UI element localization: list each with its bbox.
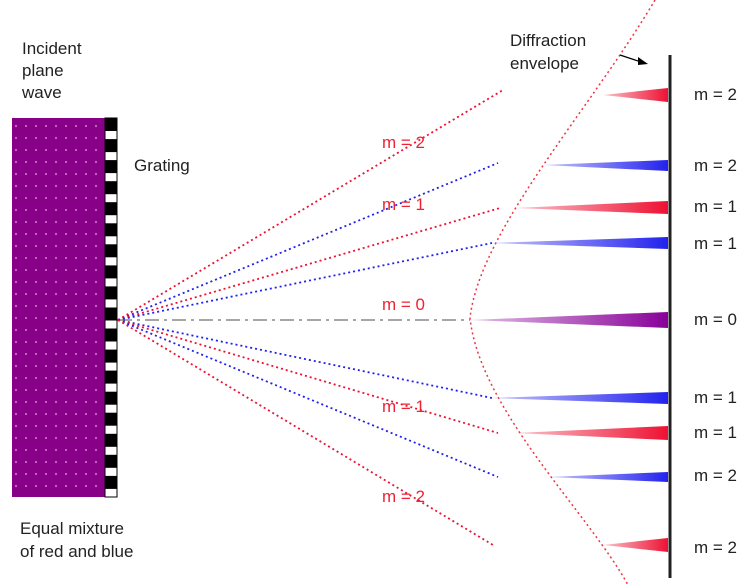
ray-label-lower-m1: m = 1 (382, 397, 425, 416)
grating-slat (105, 454, 117, 468)
ray-red-lower-m1 (117, 319, 499, 434)
ray-red-lower-m2 (117, 319, 494, 546)
diffraction-envelope-curve (469, 0, 656, 585)
ray-red-upper-m1 (117, 207, 501, 321)
ray-label-center-m0: m = 0 (382, 295, 425, 314)
screen-label-blue-upper-m2: m = 2 (694, 156, 737, 175)
wedge-blue-lower-m2 (548, 472, 668, 482)
grating-slat (105, 265, 117, 279)
grating-slat (105, 391, 117, 405)
wedge-red-lower-m1 (515, 426, 668, 440)
wedge-purple-m0 (470, 312, 668, 328)
screen-label-red-lower-m2: m = 2 (694, 538, 737, 557)
incident-label-line1: Incident (22, 39, 82, 58)
screen-label-red-lower-m1: m = 1 (694, 423, 737, 442)
grating-slat (105, 475, 117, 489)
grating-slat (105, 202, 117, 216)
grating-slat (105, 286, 117, 300)
wedge-red-upper-m1 (515, 201, 668, 214)
envelope-pointer-arrow (619, 54, 648, 65)
incident-label-line3: wave (22, 83, 62, 102)
grating-slat (105, 181, 117, 195)
grating (104, 117, 118, 498)
envelope-label-line1: Diffraction (510, 31, 587, 50)
grating-slat (105, 328, 117, 342)
ray-blue-upper-m2 (117, 162, 499, 321)
screen-label-red-upper-m2: m = 2 (694, 85, 737, 104)
screen-label-red-upper-m1: m = 1 (694, 197, 737, 216)
screen-label-blue-upper-m1: m = 1 (694, 234, 737, 253)
grating-slat (105, 412, 117, 426)
ray-label-lower-m2: m = 2 (382, 487, 425, 506)
screen-label-m0: m = 0 (694, 310, 737, 329)
wedge-blue-upper-m2 (543, 160, 668, 171)
grating-slat (105, 160, 117, 174)
grating-slat (105, 244, 117, 258)
wedge-blue-lower-m1 (490, 392, 668, 404)
screen-label-blue-lower-m1: m = 1 (694, 388, 737, 407)
mixture-label-line1: Equal mixture (20, 519, 124, 538)
grating-slat (105, 118, 117, 131)
grating-slat (105, 349, 117, 363)
grating-slat (105, 139, 117, 153)
ray-red-upper-m2 (117, 89, 504, 321)
wedge-red-lower-m2 (603, 538, 668, 552)
envelope-label-line2: envelope (510, 54, 580, 73)
incident-wave-dots (12, 118, 105, 497)
wedge-red-upper-m2 (603, 88, 668, 102)
ray-label-upper-m1: m = 1 (382, 195, 425, 214)
grating-label: Grating (134, 156, 190, 175)
grating-slat (105, 307, 117, 321)
wedge-blue-upper-m1 (490, 237, 668, 249)
ray-label-upper-m2: m = 2 (382, 133, 425, 152)
screen-label-blue-lower-m2: m = 2 (694, 466, 737, 485)
incident-label-line2: plane (22, 61, 64, 80)
grating-slat (105, 223, 117, 237)
ray-blue-lower-m1 (117, 319, 493, 399)
ray-blue-upper-m1 (117, 242, 493, 321)
grating-slat (105, 370, 117, 384)
grating-slat (105, 433, 117, 447)
ray-blue-lower-m2 (117, 319, 499, 478)
mixture-label-line2: of red and blue (20, 542, 134, 561)
